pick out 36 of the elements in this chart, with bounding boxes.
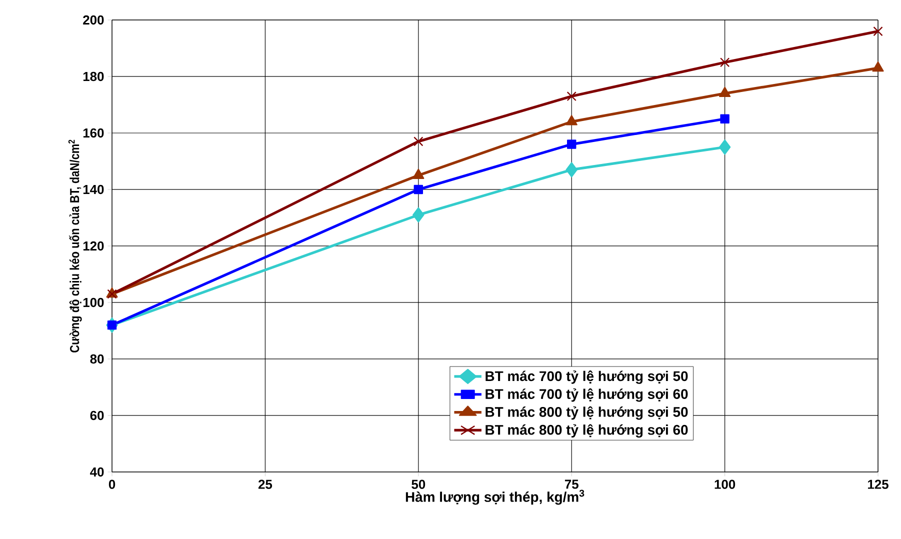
y-tick-label: 80 (90, 354, 104, 364)
y-axis-title: Cường độ chịu kéo uốn của BT, daN/cm$^{2}$ (68, 140, 82, 352)
x-tick-label: 50 (412, 480, 426, 489)
x-tick-label: 75 (564, 480, 578, 489)
point (414, 184, 424, 194)
point (720, 114, 730, 124)
x-tick-label: 100 (714, 480, 736, 489)
legend-label: BT mác 700 tỷ lệ hướng sợi 60 (486, 388, 688, 402)
y-tick-label: 200 (83, 15, 104, 25)
y-tick-label: 140 (83, 184, 104, 194)
point (414, 136, 424, 146)
point (567, 140, 576, 149)
x-tick-label: 25 (258, 480, 272, 489)
point (566, 91, 576, 102)
legend-label: BT mác 800 tỷ lệ hướng sợi 60 (486, 424, 688, 438)
x-tick-label: 0 (108, 480, 116, 489)
legend-label: BT mác 700 tỷ lệ hướng sợi 50 (486, 370, 688, 384)
y-tick-label: 60 (90, 410, 104, 420)
point (566, 115, 578, 126)
point (872, 61, 884, 72)
y-tick-label: 100 (83, 298, 104, 308)
point (412, 207, 424, 223)
y-tick-label: 40 (90, 467, 104, 477)
point (719, 86, 731, 98)
legend-label: BT mác 800 tỷ lệ hướng sợi 50 (486, 406, 688, 420)
x-tick-label: 125 (868, 480, 888, 489)
point (412, 168, 424, 179)
point (107, 320, 117, 330)
y-tick-label: 160 (83, 128, 104, 138)
y-tick-label: 180 (83, 72, 104, 82)
point (873, 26, 883, 36)
point (718, 140, 731, 155)
y-tick-label: 120 (83, 241, 104, 251)
x-axis-title: Hàm lượng sợi thép, kg/m$^{3}$ (406, 490, 584, 505)
point (720, 58, 730, 68)
point (566, 162, 578, 178)
